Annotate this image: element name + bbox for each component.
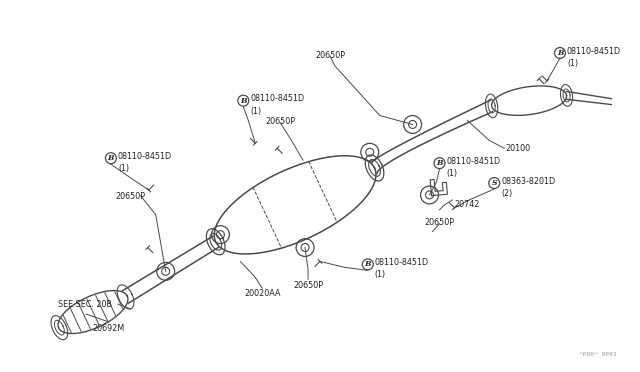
Text: 08110-8451D: 08110-8451D xyxy=(375,258,429,267)
Text: 20650P: 20650P xyxy=(424,218,454,227)
Text: B: B xyxy=(240,97,246,105)
Text: (1): (1) xyxy=(447,169,458,178)
Text: B: B xyxy=(108,154,114,162)
Text: 08110-8451D: 08110-8451D xyxy=(567,46,621,55)
Text: S: S xyxy=(492,179,497,187)
Text: 08110-8451D: 08110-8451D xyxy=(250,94,305,103)
Text: (1): (1) xyxy=(250,107,261,116)
Text: SEE SEC. 20B: SEE SEC. 20B xyxy=(58,299,112,309)
Text: B: B xyxy=(365,260,371,269)
Text: (1): (1) xyxy=(567,59,578,68)
Text: ^P00^ 0P93: ^P00^ 0P93 xyxy=(579,352,617,357)
Text: 08110-8451D: 08110-8451D xyxy=(118,152,172,161)
Text: 20742: 20742 xyxy=(454,200,480,209)
Text: 20650P: 20650P xyxy=(116,192,146,201)
Text: 08110-8451D: 08110-8451D xyxy=(447,157,500,166)
Text: B: B xyxy=(436,159,443,167)
Text: 08363-8201D: 08363-8201D xyxy=(501,177,556,186)
Text: 20650P: 20650P xyxy=(293,281,323,290)
Text: (2): (2) xyxy=(501,189,513,198)
Text: 20100: 20100 xyxy=(505,144,531,153)
Text: (1): (1) xyxy=(118,164,129,173)
Text: 20692M: 20692M xyxy=(93,324,125,333)
Text: (1): (1) xyxy=(375,270,386,279)
Text: B: B xyxy=(557,49,563,57)
Text: 20020AA: 20020AA xyxy=(244,289,280,298)
Text: 20650P: 20650P xyxy=(265,116,295,125)
Text: 20650P: 20650P xyxy=(315,51,345,60)
